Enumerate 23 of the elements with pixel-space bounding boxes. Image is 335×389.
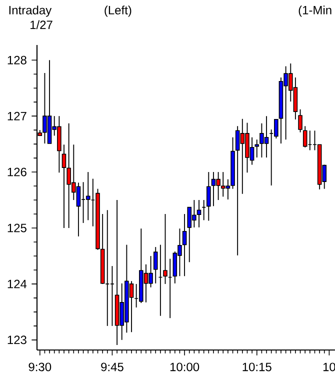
- y-tick-label: 128: [8, 56, 26, 64]
- x-tick-label: 10: [323, 362, 335, 372]
- text: (1-Min: [298, 6, 332, 17]
- x-tick-label: 9:45: [101, 362, 124, 372]
- candlestick: [163, 214, 168, 284]
- x-tick-label: 9:30: [28, 362, 52, 372]
- text: (Left): [104, 6, 132, 17]
- candlestick: [153, 246, 158, 284]
- y-tick-label: 124: [8, 280, 27, 288]
- candlestick: [182, 214, 187, 277]
- candlestick: [302, 126, 308, 148]
- candlestick: [206, 172, 211, 222]
- candlestick: [86, 172, 90, 221]
- y-tick-label: 125: [8, 224, 26, 232]
- x-tick-label: 10:00: [170, 362, 200, 372]
- candlestick: [298, 108, 302, 133]
- y-tick-label: 123: [8, 336, 26, 344]
- y-tick-label: 127: [8, 112, 26, 120]
- chart-title: Intraday: [9, 6, 52, 17]
- x-tick-label: 10:15: [242, 362, 272, 372]
- y-tick-label: 126: [8, 168, 26, 176]
- chart-subtitle: 1/27: [30, 20, 52, 30]
- candlestick: [254, 139, 260, 158]
